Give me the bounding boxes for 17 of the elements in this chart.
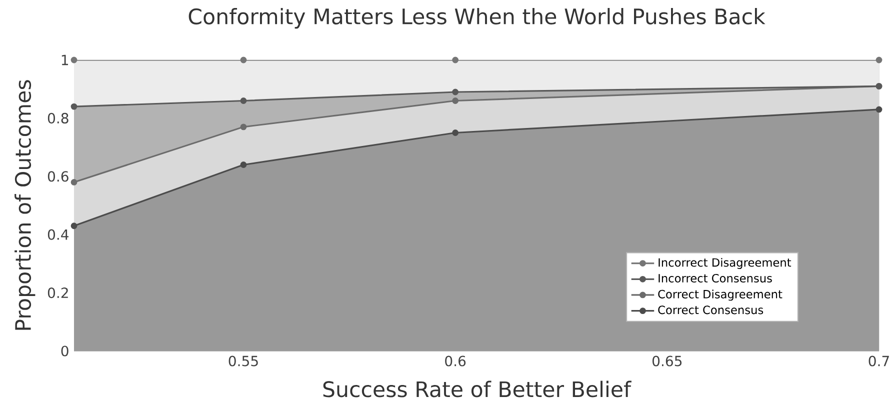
- x-axis-title: Success Rate of Better Belief: [323, 380, 632, 398]
- legend-label: Correct Consensus: [658, 306, 764, 314]
- x-tick-label: 0.6: [445, 356, 466, 366]
- y-tick-label: 0.6: [48, 171, 68, 182]
- legend-label: Correct Disagreement: [658, 290, 782, 301]
- y-tick-label: 0.2: [48, 288, 68, 298]
- y-tick-label: 0.4: [48, 229, 68, 240]
- x-tick-label: 0.65: [652, 356, 682, 366]
- y-axis-title: Proportion of Outcomes: [14, 80, 36, 330]
- x-tick-label: 0.55: [228, 356, 258, 366]
- chart-title: Conformity Matters Less When the World Pushes Back: [188, 8, 766, 29]
- legend-label: Incorrect Consensus: [658, 274, 772, 283]
- y-tick-label: 0: [61, 346, 68, 356]
- legend-label: Incorrect Disagreement: [658, 258, 792, 269]
- x-tick-label: 0.7: [868, 356, 889, 366]
- y-tick-label: 0.8: [48, 112, 68, 124]
- y-tick-label: 1: [62, 54, 68, 66]
